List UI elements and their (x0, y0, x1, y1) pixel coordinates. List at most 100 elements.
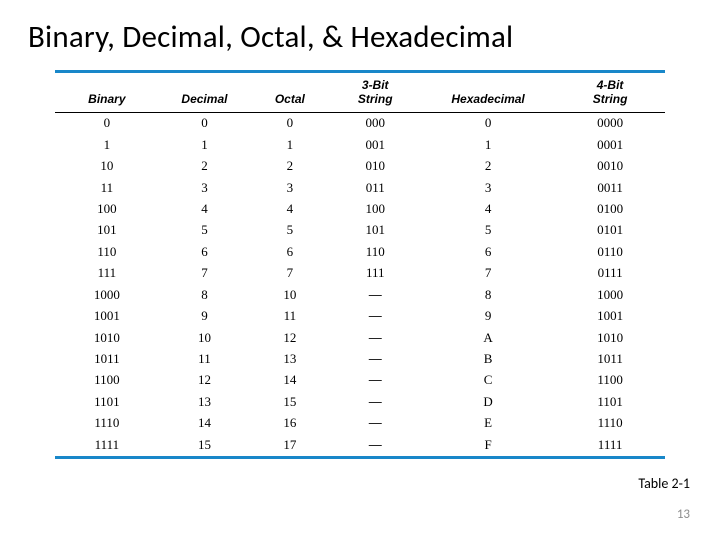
col-header-decimal: Decimal (159, 73, 251, 112)
table-cell: 2 (250, 155, 329, 176)
table-cell: 100 (329, 198, 421, 219)
table-cell: 101 (329, 220, 421, 241)
table-cell: 15 (159, 434, 251, 455)
table-cell: 1111 (555, 434, 665, 455)
table-cell: — (329, 284, 421, 305)
table-cell: 10 (250, 284, 329, 305)
table-cell: A (421, 327, 555, 348)
table-row: 11011315—D1101 (55, 391, 665, 412)
table-cell: 7 (421, 263, 555, 284)
col-header-line2: Binary (88, 92, 125, 106)
table-cell: 4 (421, 198, 555, 219)
table-header-row: Binary Decimal Octal 3-Bit String Hexade… (55, 73, 665, 112)
table-cell: 1 (250, 134, 329, 155)
col-header-line2: String (358, 92, 393, 106)
table-container: Binary Decimal Octal 3-Bit String Hexade… (55, 70, 665, 459)
table-cell: 11 (159, 348, 251, 369)
slide: Binary, Decimal, Octal, & Hexadecimal Bi… (0, 0, 720, 540)
table-cell: 0011 (555, 177, 665, 198)
table-row: 10111113—B1011 (55, 348, 665, 369)
table-cell: 1011 (55, 348, 159, 369)
table-cell: F (421, 434, 555, 455)
table-cell: 3 (250, 177, 329, 198)
table-cell: 1110 (555, 413, 665, 434)
table-cell: 110 (329, 241, 421, 262)
table-cell: 7 (250, 263, 329, 284)
table-row: 11111517—F1111 (55, 434, 665, 455)
table-cell: 100 (55, 198, 159, 219)
table-cell: 16 (250, 413, 329, 434)
table-cell: 11 (250, 306, 329, 327)
table-cell: 000 (329, 112, 421, 134)
table-cell: 0 (55, 112, 159, 134)
table-cell: C (421, 370, 555, 391)
col-header-octal: Octal (250, 73, 329, 112)
table-cell: — (329, 413, 421, 434)
table-cell: — (329, 348, 421, 369)
table-row: 11101416—E1110 (55, 413, 665, 434)
table-cell: 0101 (555, 220, 665, 241)
table-cell: 1100 (555, 370, 665, 391)
table-cell: 14 (159, 413, 251, 434)
table-cell: 5 (250, 220, 329, 241)
table-cell: 0 (250, 112, 329, 134)
table-cell: 1 (55, 134, 159, 155)
table-cell: 0 (159, 112, 251, 134)
table-row: 11001214—C1100 (55, 370, 665, 391)
table-cell: 2 (159, 155, 251, 176)
table-row: 10101012—A1010 (55, 327, 665, 348)
table-cell: 1001 (55, 306, 159, 327)
table-row: 1000810—81000 (55, 284, 665, 305)
table-cell: 1101 (555, 391, 665, 412)
table-cell: 12 (159, 370, 251, 391)
table-cell: E (421, 413, 555, 434)
table-cell: 3 (421, 177, 555, 198)
col-header-line1: 4-Bit (597, 78, 624, 92)
table-cell: 1001 (555, 306, 665, 327)
table-cell: — (329, 327, 421, 348)
table-row: 1004410040100 (55, 198, 665, 219)
table-bottom-rule (55, 456, 665, 459)
table-cell: 1 (421, 134, 555, 155)
table-cell: 1000 (55, 284, 159, 305)
table-cell: D (421, 391, 555, 412)
table-cell: 4 (159, 198, 251, 219)
table-cell: 14 (250, 370, 329, 391)
table-cell: 101 (55, 220, 159, 241)
col-header-4bit: 4-Bit String (555, 73, 665, 112)
table-cell: 17 (250, 434, 329, 455)
table-cell: 1110 (55, 413, 159, 434)
table-cell: 8 (159, 284, 251, 305)
col-header-binary: Binary (55, 73, 159, 112)
table-cell: 001 (329, 134, 421, 155)
page-number: 13 (677, 507, 690, 522)
table-cell: 0010 (555, 155, 665, 176)
table-cell: — (329, 370, 421, 391)
table-row: 11100110001 (55, 134, 665, 155)
table-cell: 9 (421, 306, 555, 327)
table-cell: — (329, 306, 421, 327)
table-row: 1001911—91001 (55, 306, 665, 327)
table-cell: — (329, 434, 421, 455)
table-cell: 6 (250, 241, 329, 262)
table-cell: 010 (329, 155, 421, 176)
table-cell: 0100 (555, 198, 665, 219)
table-cell: 11 (55, 177, 159, 198)
table-cell: B (421, 348, 555, 369)
table-row: 113301130011 (55, 177, 665, 198)
table-cell: 6 (421, 241, 555, 262)
col-header-hex: Hexadecimal (421, 73, 555, 112)
table-cell: 1 (159, 134, 251, 155)
table-cell: 1010 (55, 327, 159, 348)
table-cell: 1111 (55, 434, 159, 455)
table-cell: 6 (159, 241, 251, 262)
table-cell: 10 (159, 327, 251, 348)
table-caption: Table 2-1 (638, 475, 690, 492)
table-cell: 1010 (555, 327, 665, 348)
col-header-line1: 3-Bit (362, 78, 389, 92)
table-row: 1106611060110 (55, 241, 665, 262)
table-cell: 3 (159, 177, 251, 198)
table-head: Binary Decimal Octal 3-Bit String Hexade… (55, 73, 665, 112)
table-cell: 2 (421, 155, 555, 176)
col-header-3bit: 3-Bit String (329, 73, 421, 112)
